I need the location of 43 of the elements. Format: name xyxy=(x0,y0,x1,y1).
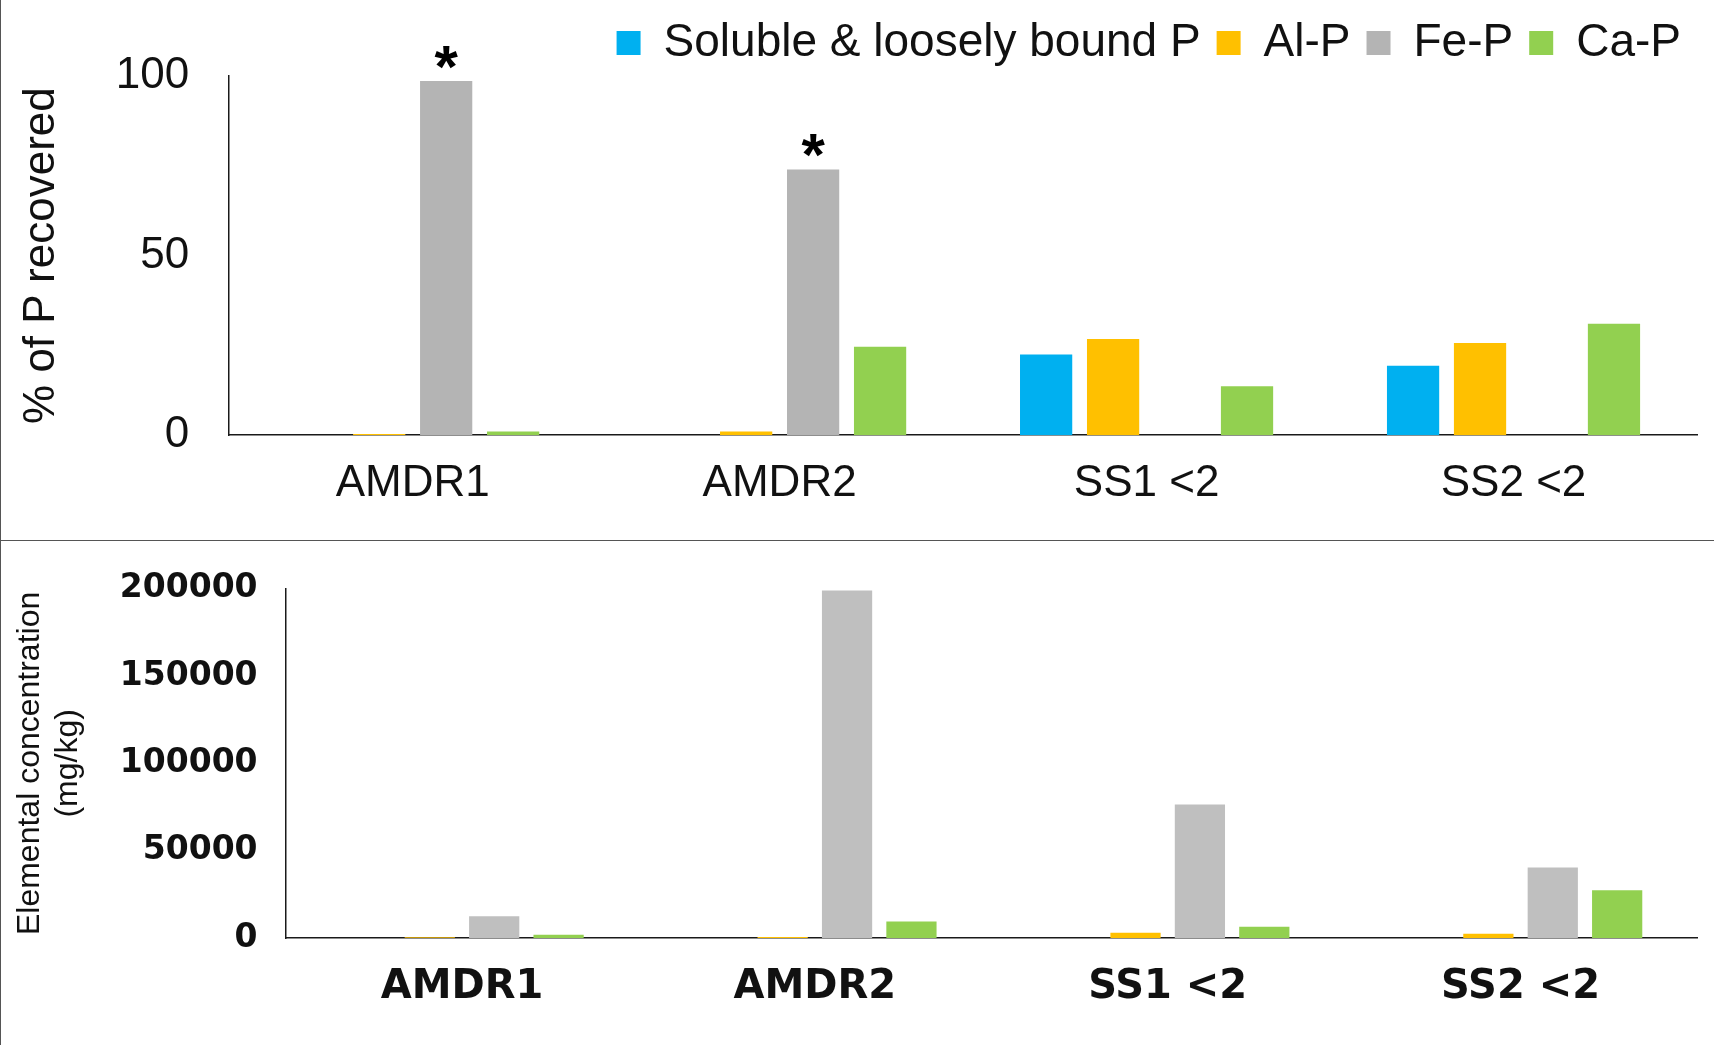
bar xyxy=(886,921,937,938)
bar xyxy=(420,81,473,436)
bar xyxy=(1220,386,1274,436)
y-tick-label: 0 xyxy=(234,915,258,955)
bar xyxy=(1463,933,1514,938)
bar xyxy=(1587,323,1641,436)
y-tick-label: 200000 xyxy=(119,566,258,606)
y-axis-title: Elemental concentration (mg/kg) xyxy=(10,591,85,936)
bar xyxy=(787,169,840,436)
legend-label: Fe-P xyxy=(1413,13,1514,66)
legend-label: Ca-P xyxy=(1576,13,1682,66)
y-tick-label: 50 xyxy=(140,227,190,277)
bar xyxy=(469,916,520,938)
x-tick-label: AMDR2 xyxy=(702,455,857,505)
legend-label: Soluble & loosely bound P xyxy=(663,13,1201,66)
bar xyxy=(1086,338,1140,436)
annotation: * xyxy=(434,33,459,101)
bar xyxy=(821,590,873,938)
x-tick-label: SS1 <2 xyxy=(1073,455,1220,505)
bar xyxy=(1527,867,1578,938)
x-tick-label: AMDR1 xyxy=(335,455,490,505)
x-tick-label: SS1 <2 xyxy=(1088,961,1248,1008)
bar xyxy=(1174,804,1226,938)
x-tick-label: AMDR1 xyxy=(380,961,544,1008)
x-tick-label: AMDR2 xyxy=(733,961,897,1008)
bar xyxy=(533,934,584,938)
legend-label: Al-P xyxy=(1263,13,1351,66)
x-tick-label: SS2 <2 xyxy=(1440,455,1587,505)
bar xyxy=(1592,890,1643,938)
y-tick-label: 50000 xyxy=(142,828,258,868)
y-tick-label: 100 xyxy=(115,48,190,98)
bar xyxy=(1239,926,1290,938)
y-tick-label: 100000 xyxy=(119,740,258,780)
bar xyxy=(853,346,907,436)
bar xyxy=(1110,932,1161,938)
y-axis-title: % of P recovered xyxy=(13,87,63,424)
y-tick-label: 0 xyxy=(164,407,190,457)
x-tick-label: SS2 <2 xyxy=(1441,961,1601,1008)
bar xyxy=(1453,342,1507,436)
annotation: * xyxy=(801,121,826,189)
bar xyxy=(1386,365,1440,436)
y-tick-label: 150000 xyxy=(119,653,258,693)
bar xyxy=(1020,354,1073,436)
